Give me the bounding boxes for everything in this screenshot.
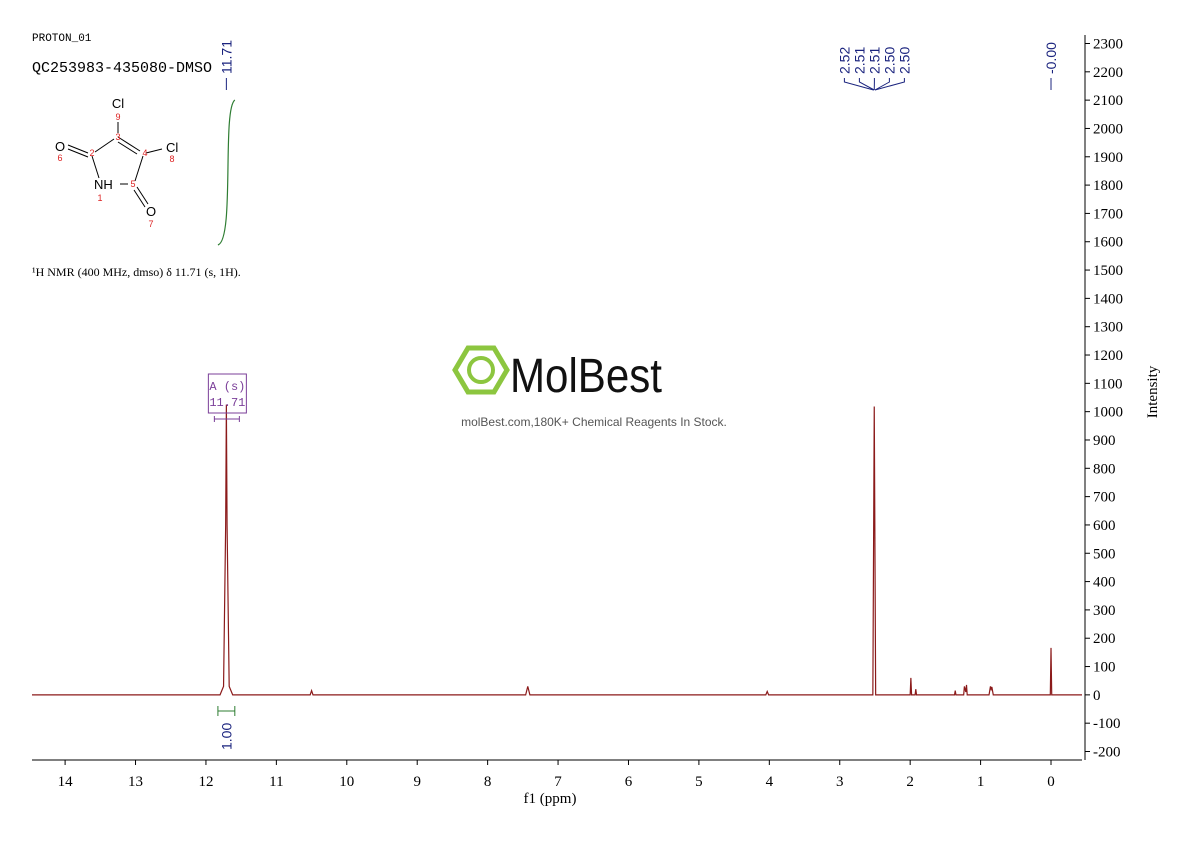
experiment: PROTON_01	[32, 33, 92, 45]
y-tick-label: 2000	[1093, 121, 1123, 137]
watermark: MolBest molBest.com,180K+ Chemical Reage…	[452, 345, 727, 429]
locant: 7	[148, 219, 153, 229]
y-tick-label: 2300	[1093, 36, 1123, 52]
locant: 1	[97, 193, 102, 203]
y-tick-label: 500	[1093, 546, 1116, 562]
bond	[94, 138, 115, 153]
multiplet-box	[207, 373, 247, 414]
y-tick-label: 2200	[1093, 65, 1123, 81]
locants: 9 8 6 7 1 3 4 5 2	[57, 112, 174, 229]
x-tick-label: 7	[554, 774, 562, 790]
y-tick-label: 1100	[1093, 376, 1122, 392]
y-tick-label: 700	[1093, 490, 1116, 506]
x-axis-title: f1 (ppm)	[524, 791, 577, 807]
multiplet-label: A (s)	[209, 380, 245, 394]
peak-label: 11.71	[218, 40, 234, 74]
y-tick-label: 100	[1093, 660, 1116, 676]
spectrum-line	[32, 404, 1082, 696]
bond	[133, 189, 146, 208]
peak-leader	[874, 78, 890, 91]
atom: O	[146, 204, 156, 219]
y-tick-label: 1000	[1093, 405, 1123, 421]
y-tick-label: 300	[1093, 603, 1116, 619]
x-tick-label: 3	[836, 774, 844, 790]
bond	[117, 141, 138, 155]
multiplet-shift: 11.71	[209, 396, 245, 410]
x-tick-label: 0	[1047, 774, 1055, 790]
integral-label: 1.00	[218, 723, 234, 750]
peak-label: 2.50	[896, 47, 912, 74]
bond	[67, 148, 89, 158]
integral-curve	[217, 99, 236, 246]
y-tick-label: 2100	[1093, 93, 1123, 109]
brand: MolBest	[510, 350, 662, 403]
bond	[67, 144, 89, 154]
tagline: molBest.com,180K+ Chemical Reagents In S…	[461, 415, 727, 429]
x-tick-label: 2	[906, 774, 914, 790]
atom: NH	[94, 177, 113, 192]
x-tick-label: 1	[977, 774, 985, 790]
bond	[134, 155, 144, 182]
y-tick-label: 1800	[1093, 178, 1123, 194]
peak-label: 2.51	[851, 47, 867, 74]
locant: 6	[57, 153, 62, 163]
molecule: Cl Cl O O NH 9 8 6 7 1 3 4 5 2	[55, 96, 178, 229]
integral-bracket	[217, 706, 236, 716]
y-tick-label: 800	[1093, 461, 1116, 477]
x-tick-label: 14	[58, 774, 74, 790]
y-tick-label: 1400	[1093, 291, 1123, 307]
x-tick-label: 9	[413, 774, 421, 790]
locant: 2	[89, 148, 94, 158]
y-tick-label: -100	[1093, 716, 1121, 732]
bond	[136, 186, 149, 205]
y-tick-label: 1300	[1093, 320, 1123, 336]
logo-ring	[467, 356, 495, 384]
y-tick-label: 0	[1093, 688, 1101, 704]
y-tick-label: 200	[1093, 631, 1116, 647]
y-tick-label: 400	[1093, 575, 1116, 591]
y-tick-label: 1500	[1093, 263, 1123, 279]
y-tick-label: 1200	[1093, 348, 1123, 364]
x-tick-label: 4	[766, 774, 774, 790]
y-tick-label: 1600	[1093, 235, 1123, 251]
bond	[91, 155, 100, 179]
multiplet-range	[213, 416, 240, 422]
locant: 4	[142, 148, 147, 158]
peak-label: -0.00	[1043, 42, 1059, 74]
atom: O	[55, 139, 65, 154]
y-axis-title: Intensity	[1145, 365, 1161, 418]
x-tick-label: 13	[128, 774, 143, 790]
x-tick-label: 12	[198, 774, 213, 790]
locant: 5	[130, 179, 135, 189]
x-tick-label: 6	[625, 774, 633, 790]
locant: 9	[115, 112, 120, 122]
nmr-description: ¹H NMR (400 MHz, dmso) δ 11.71 (s, 1H).	[32, 265, 241, 279]
locant: 3	[115, 132, 120, 142]
y-tick-label: 600	[1093, 518, 1116, 534]
atom: Cl	[112, 96, 124, 111]
peak-label: 2.51	[866, 47, 882, 74]
y-tick-label: 1700	[1093, 206, 1123, 222]
x-tick-label: 11	[269, 774, 283, 790]
locant: 8	[169, 154, 174, 164]
atom: Cl	[166, 140, 178, 155]
y-tick-label: 900	[1093, 433, 1116, 449]
bond	[117, 136, 141, 152]
y-tick-label: -200	[1093, 745, 1121, 761]
x-tick-label: 8	[484, 774, 492, 790]
logo-hexagon	[452, 345, 510, 395]
peak-leader	[874, 78, 905, 91]
x-tick-label: 5	[695, 774, 703, 790]
sample-id: QC253983-435080-DMSO	[32, 60, 212, 77]
peak-leader	[843, 78, 874, 91]
x-tick-label: 10	[339, 774, 354, 790]
peak-label: 2.52	[836, 47, 852, 74]
peak-label: 2.50	[881, 47, 897, 74]
bond	[145, 148, 163, 154]
y-tick-label: 1900	[1093, 150, 1123, 166]
peak-leader	[858, 78, 875, 91]
